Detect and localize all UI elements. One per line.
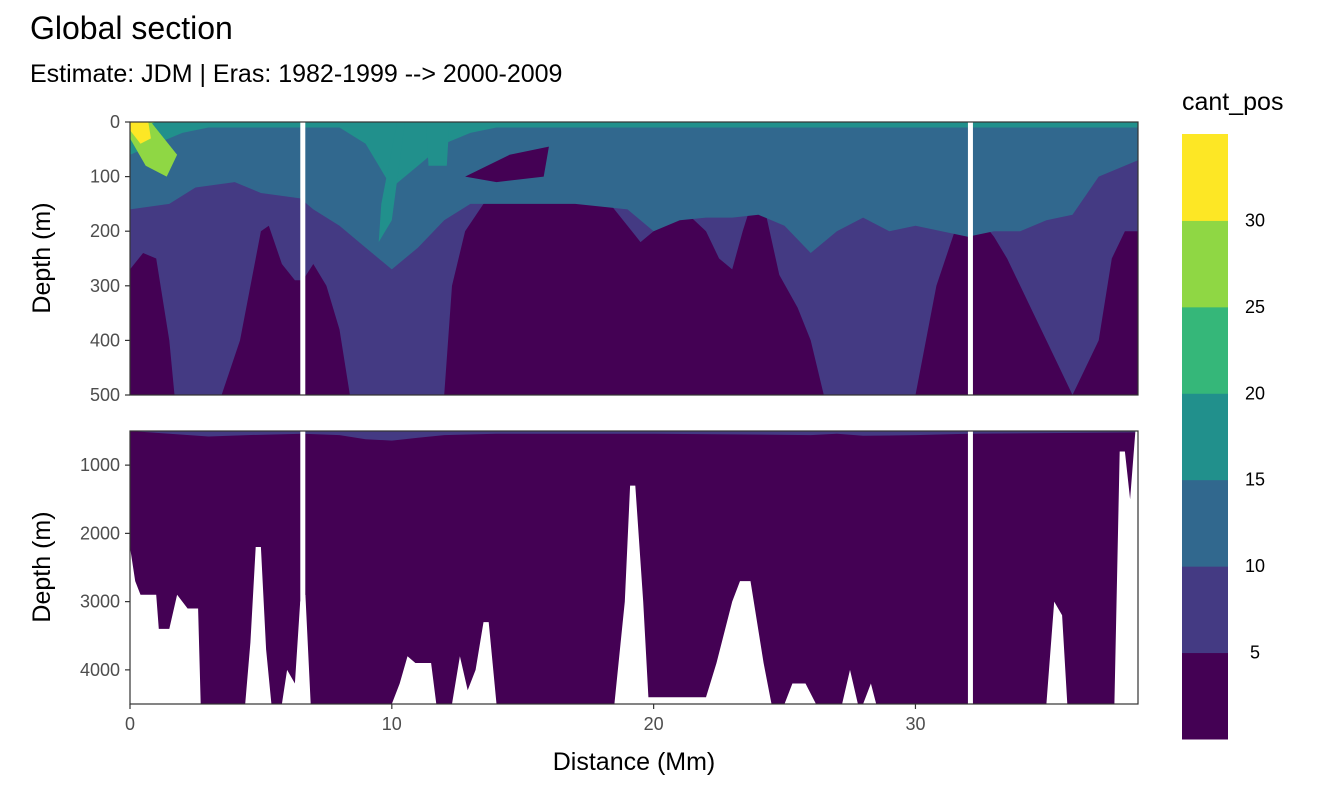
legend-swatch-3 <box>1182 393 1228 481</box>
legend-label-15: 15 <box>1245 470 1265 490</box>
x-axis-title: Distance (Mm) <box>553 748 716 776</box>
lower-panel <box>130 431 1138 704</box>
band-above-10 <box>130 122 1138 188</box>
y-tick-label-0-100: 100 <box>90 167 120 187</box>
y-tick-label-0-500: 500 <box>90 385 120 405</box>
y-tick-label-0-400: 400 <box>90 330 120 350</box>
panel-frames <box>129 121 1139 705</box>
band-over-30 <box>130 122 151 144</box>
legend-label-25: 25 <box>1245 297 1265 317</box>
legend-swatch-1 <box>1182 566 1228 654</box>
legend-title: cant_pos <box>1182 88 1283 116</box>
data-gap-0-1 <box>967 122 973 395</box>
band-15-20-patch <box>425 122 450 166</box>
y-tick-label-1-1000: 1000 <box>80 455 120 475</box>
legend-label-10: 10 <box>1245 556 1265 576</box>
legend: cant_pos 5 10 15 20 25 30 <box>1182 88 1283 740</box>
panel-frame-1 <box>129 430 1139 705</box>
band-below-5-shallow <box>465 146 549 183</box>
legend-swatch-0 <box>1182 652 1228 740</box>
y-tick-label-0-200: 200 <box>90 221 120 241</box>
y-tick-label-1-2000: 2000 <box>80 523 120 543</box>
y-tick-label-1-3000: 3000 <box>80 592 120 612</box>
legend-label-20: 20 <box>1245 383 1265 403</box>
x-tick-label-0: 0 <box>125 714 135 734</box>
legend-label-5: 5 <box>1250 643 1260 663</box>
data-gap-0-0 <box>300 122 306 395</box>
chart-title: Global section <box>30 10 233 46</box>
x-tick-label-10: 10 <box>382 714 402 734</box>
legend-label-30: 30 <box>1245 210 1265 230</box>
y-tick-label-0-0: 0 <box>110 112 120 132</box>
panel-frame-0 <box>129 121 1139 396</box>
chart-subtitle: Estimate: JDM | Eras: 1982-1999 --> 2000… <box>30 60 563 88</box>
y-tick-label-0-300: 300 <box>90 276 120 296</box>
data-gap-1-1 <box>967 431 973 704</box>
band-below-5-core <box>130 176 1138 395</box>
legend-swatch-5 <box>1182 220 1228 308</box>
legend-swatch-6 <box>1182 134 1228 221</box>
y-axis-title-upper: Depth (m) <box>28 202 56 313</box>
legend-swatch-2 <box>1182 479 1228 567</box>
legend-swatch-4 <box>1182 306 1228 394</box>
seafloor-mask <box>130 431 1138 704</box>
y-axis-title-lower: Depth (m) <box>28 511 56 622</box>
band-15-20-filament <box>378 122 405 243</box>
data-gap-1-0 <box>300 431 306 704</box>
axes: 0 100 200 300 400 500 1000 2000 3000 4000 0 10 20 30 <box>80 112 926 734</box>
x-tick-label-20: 20 <box>644 714 664 734</box>
upper-panel <box>130 122 1138 395</box>
y-tick-label-1-4000: 4000 <box>80 660 120 680</box>
x-tick-label-30: 30 <box>905 714 925 734</box>
deep-band-5-10 <box>130 431 1138 441</box>
